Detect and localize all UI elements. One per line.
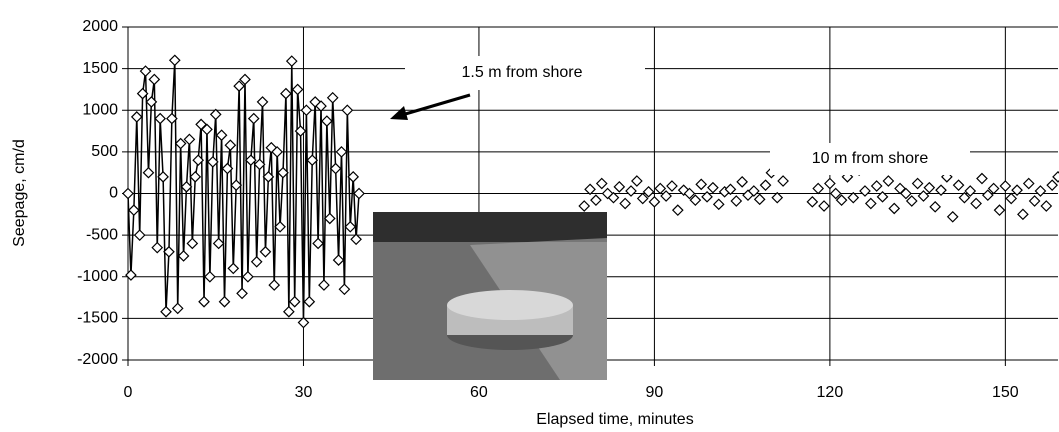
x-tick-label: 60 xyxy=(470,384,488,401)
y-axis-title: Seepage, cm/d xyxy=(11,139,28,247)
annotation: 10 m from shore xyxy=(812,150,929,167)
y-tick-label: 1500 xyxy=(82,60,118,77)
y-tick-label: 2000 xyxy=(82,18,118,35)
page: -2000 -1500 -1000 -500 0 500 1000 1500 2000 0 30 60… xyxy=(0,0,1059,432)
x-tick-label: 150 xyxy=(992,384,1019,401)
x-tick-label: 120 xyxy=(817,384,844,401)
y-tick-label: 0 xyxy=(109,185,118,202)
y-tick-label: -1500 xyxy=(77,310,118,327)
y-tick-label: 500 xyxy=(91,143,118,160)
x-tick-label: 0 xyxy=(124,384,133,401)
x-tick-label: 30 xyxy=(295,384,313,401)
photo xyxy=(373,212,607,380)
annotation: 1.5 m from shore xyxy=(462,64,583,81)
x-axis-title: Elapsed time, minutes xyxy=(536,411,693,428)
y-tick-label: 1000 xyxy=(82,101,118,118)
y-tick-label: -500 xyxy=(86,226,118,243)
photo-trees xyxy=(373,212,607,242)
chart: -2000 -1500 -1000 -500 0 500 1000 1500 2000 0 30 60… xyxy=(0,0,1059,432)
photo-tank-top xyxy=(447,290,573,320)
y-tick-label: -2000 xyxy=(77,351,118,368)
y-tick-label: -1000 xyxy=(77,268,118,285)
x-tick-label: 90 xyxy=(646,384,664,401)
